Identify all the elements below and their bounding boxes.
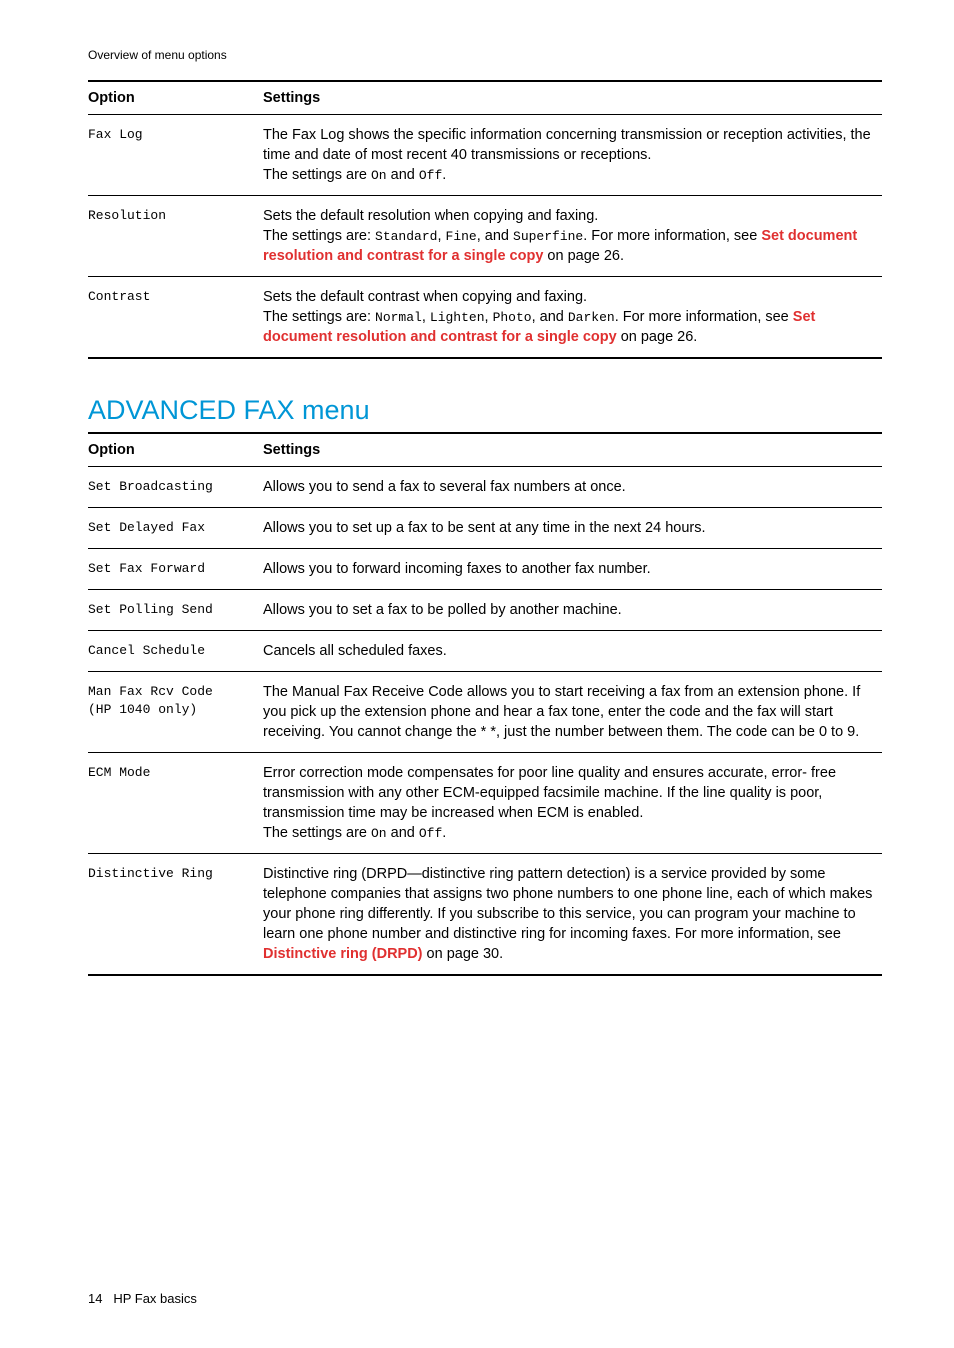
table-row: Fax Log The Fax Log shows the specific i… xyxy=(88,115,882,196)
option-contrast: Contrast xyxy=(88,289,150,304)
footer-page-number: 14 xyxy=(88,1291,102,1306)
setting-text: The Manual Fax Receive Code allows you t… xyxy=(263,684,860,740)
option-hp-1040-only: (HP 1040 only) xyxy=(88,702,197,717)
option-set-delayed-fax: Set Delayed Fax xyxy=(88,520,205,535)
setting-text: The settings are: xyxy=(263,228,375,244)
setting-text: Allows you to send a fax to several fax … xyxy=(263,479,626,495)
setting-text: Allows you to set up a fax to be sent at… xyxy=(263,520,706,536)
footer-title: HP Fax basics xyxy=(113,1291,197,1306)
setting-text: Sets the default resolution when copying… xyxy=(263,208,598,224)
setting-text: . xyxy=(442,825,446,841)
setting-text: Error correction mode compensates for po… xyxy=(263,765,836,821)
settings-table-1: Option Settings Fax Log The Fax Log show… xyxy=(88,80,882,359)
setting-text: on page 26. xyxy=(617,329,698,345)
col-header-option: Option xyxy=(88,433,263,467)
table-row: Contrast Sets the default contrast when … xyxy=(88,277,882,359)
option-set-broadcasting: Set Broadcasting xyxy=(88,479,213,494)
table-row: Set Broadcasting Allows you to send a fa… xyxy=(88,467,882,508)
setting-value: On xyxy=(371,826,387,841)
setting-text: . For more information, see xyxy=(583,228,761,244)
col-header-settings: Settings xyxy=(263,81,882,115)
setting-value: Standard xyxy=(375,229,437,244)
col-header-settings: Settings xyxy=(263,433,882,467)
option-cancel-schedule: Cancel Schedule xyxy=(88,643,205,658)
setting-text: Cancels all scheduled faxes. xyxy=(263,643,447,659)
table-row: Resolution Sets the default resolution w… xyxy=(88,196,882,277)
setting-text: , xyxy=(485,309,493,325)
link-distinctive-ring[interactable]: Distinctive ring (DRPD) xyxy=(263,946,423,962)
setting-text: on page 26. xyxy=(543,248,624,264)
setting-text: , xyxy=(437,228,445,244)
setting-text: . xyxy=(442,167,446,183)
option-ecm-mode: ECM Mode xyxy=(88,765,150,780)
setting-value: Photo xyxy=(493,310,532,325)
setting-value: Off xyxy=(419,826,442,841)
option-man-fax-rcv-code: Man Fax Rcv Code xyxy=(88,684,213,699)
table-row: Cancel Schedule Cancels all scheduled fa… xyxy=(88,631,882,672)
setting-value: Lighten xyxy=(430,310,485,325)
option-set-fax-forward: Set Fax Forward xyxy=(88,561,205,576)
settings-table-2: Option Settings Set Broadcasting Allows … xyxy=(88,432,882,976)
option-set-polling-send: Set Polling Send xyxy=(88,602,213,617)
table-row: ECM Mode Error correction mode compensat… xyxy=(88,753,882,854)
setting-text: The settings are xyxy=(263,167,371,183)
setting-value: Off xyxy=(419,168,442,183)
setting-value: On xyxy=(371,168,387,183)
page-footer: 14 HP Fax basics xyxy=(88,1291,197,1306)
setting-text: The settings are xyxy=(263,825,371,841)
setting-text: and xyxy=(387,167,419,183)
setting-text: , and xyxy=(532,309,568,325)
setting-text: on page 30. xyxy=(423,946,504,962)
table-row: Distinctive Ring Distinctive ring (DRPD—… xyxy=(88,854,882,976)
section-title-advanced-fax: ADVANCED FAX menu xyxy=(88,395,882,426)
setting-text: and xyxy=(387,825,419,841)
setting-value: Fine xyxy=(446,229,477,244)
setting-value: Superfine xyxy=(513,229,583,244)
setting-value: Normal xyxy=(375,310,422,325)
table-row: Man Fax Rcv Code (HP 1040 only) The Manu… xyxy=(88,672,882,753)
col-header-option: Option xyxy=(88,81,263,115)
setting-text: The settings are: xyxy=(263,309,375,325)
setting-text: Allows you to set a fax to be polled by … xyxy=(263,602,622,618)
page-header: Overview of menu options xyxy=(88,48,882,62)
option-fax-log: Fax Log xyxy=(88,127,143,142)
setting-text: , xyxy=(422,309,430,325)
setting-text: The Fax Log shows the specific informati… xyxy=(263,127,871,163)
setting-text: , and xyxy=(477,228,513,244)
table-row: Set Fax Forward Allows you to forward in… xyxy=(88,549,882,590)
setting-value: Darken xyxy=(568,310,615,325)
setting-text: Allows you to forward incoming faxes to … xyxy=(263,561,651,577)
table-row: Set Polling Send Allows you to set a fax… xyxy=(88,590,882,631)
setting-text: . For more information, see xyxy=(615,309,793,325)
option-distinctive-ring: Distinctive Ring xyxy=(88,866,213,881)
table-row: Set Delayed Fax Allows you to set up a f… xyxy=(88,508,882,549)
setting-text: Distinctive ring (DRPD—distinctive ring … xyxy=(263,866,872,942)
option-resolution: Resolution xyxy=(88,208,166,223)
setting-text: Sets the default contrast when copying a… xyxy=(263,289,587,305)
